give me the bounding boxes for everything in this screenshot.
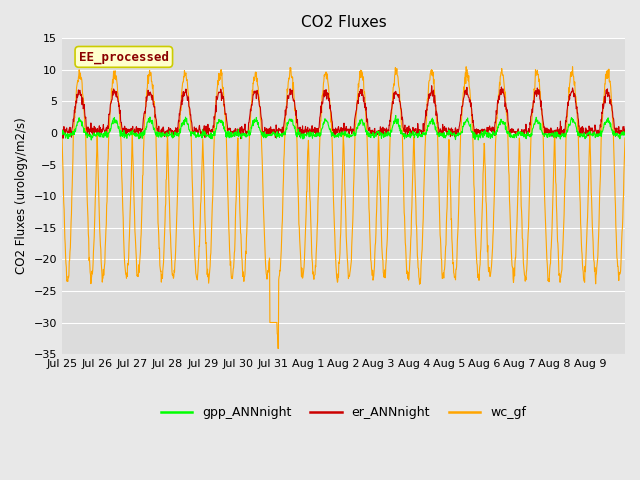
Title: CO2 Fluxes: CO2 Fluxes xyxy=(301,15,387,30)
Legend: gpp_ANNnight, er_ANNnight, wc_gf: gpp_ANNnight, er_ANNnight, wc_gf xyxy=(156,401,531,424)
Y-axis label: CO2 Fluxes (urology/m2/s): CO2 Fluxes (urology/m2/s) xyxy=(15,118,28,275)
Text: EE_processed: EE_processed xyxy=(79,50,169,63)
